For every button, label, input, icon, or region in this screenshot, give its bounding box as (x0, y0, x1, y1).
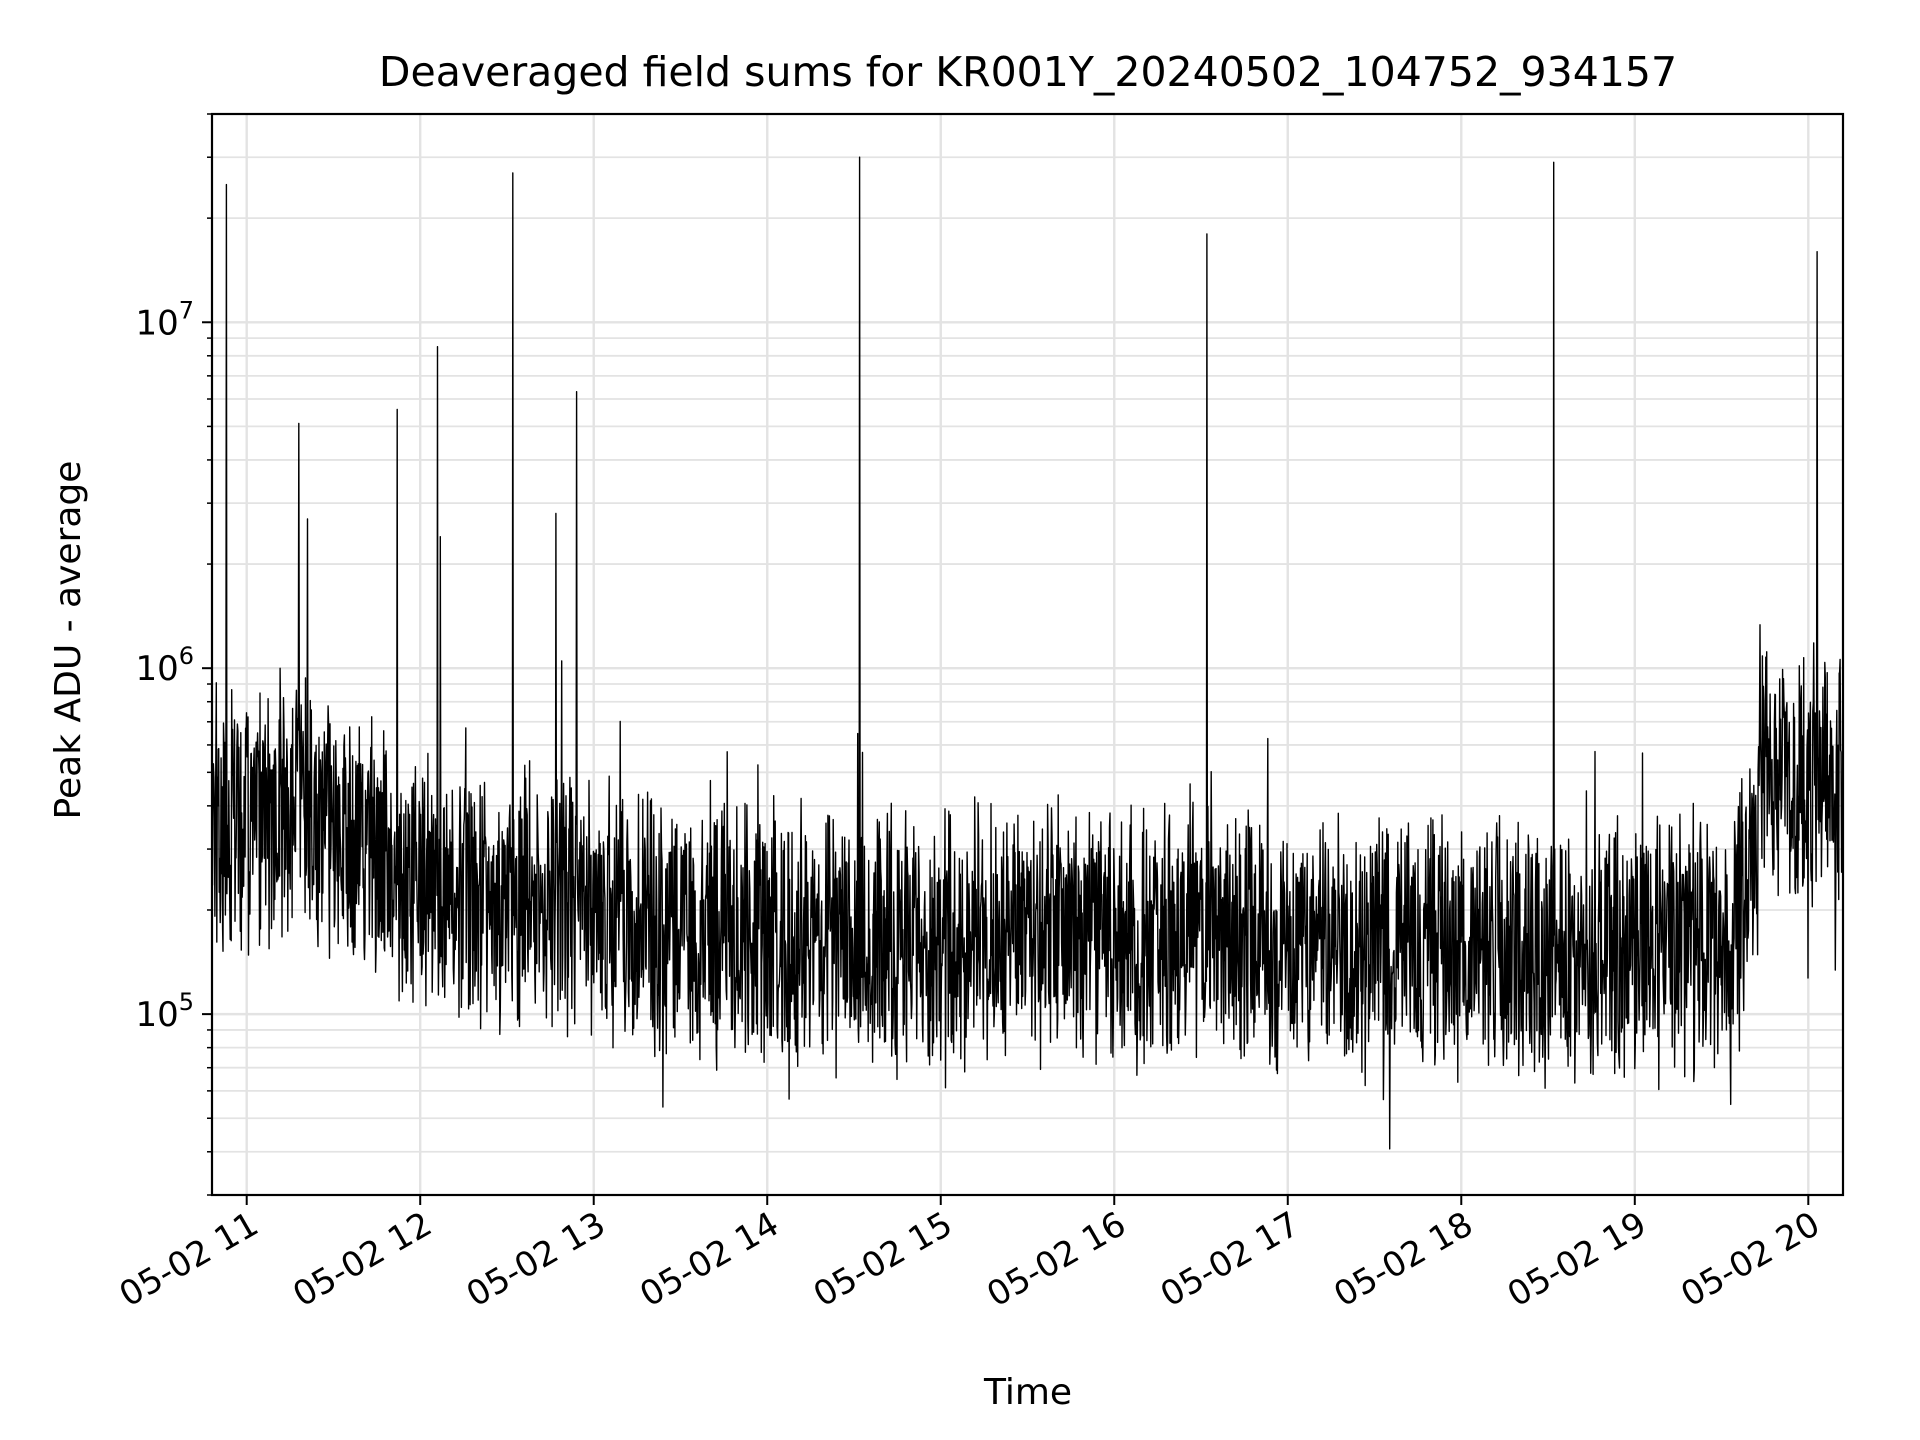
y-tick-label: 106 (135, 642, 194, 689)
y-tick-base: 10 (135, 649, 178, 689)
x-axis-label: Time (983, 1372, 1072, 1413)
y-tick-label: 105 (135, 988, 194, 1035)
y-tick-base: 10 (135, 303, 178, 343)
chart-title: Deaveraged field sums for KR001Y_2024050… (379, 48, 1677, 96)
y-axis-label: Peak ADU - average (48, 461, 89, 820)
plot-frame (210, 112, 1845, 1197)
y-tick-exponent: 6 (179, 642, 194, 670)
y-tick-exponent: 5 (179, 988, 194, 1016)
grid (212, 113, 1843, 1196)
y-tick-base: 10 (135, 995, 178, 1035)
data-series (211, 156, 1844, 1150)
series-line (211, 156, 1844, 1150)
y-tick-exponent: 7 (179, 296, 194, 324)
y-tick-label: 107 (135, 296, 194, 343)
